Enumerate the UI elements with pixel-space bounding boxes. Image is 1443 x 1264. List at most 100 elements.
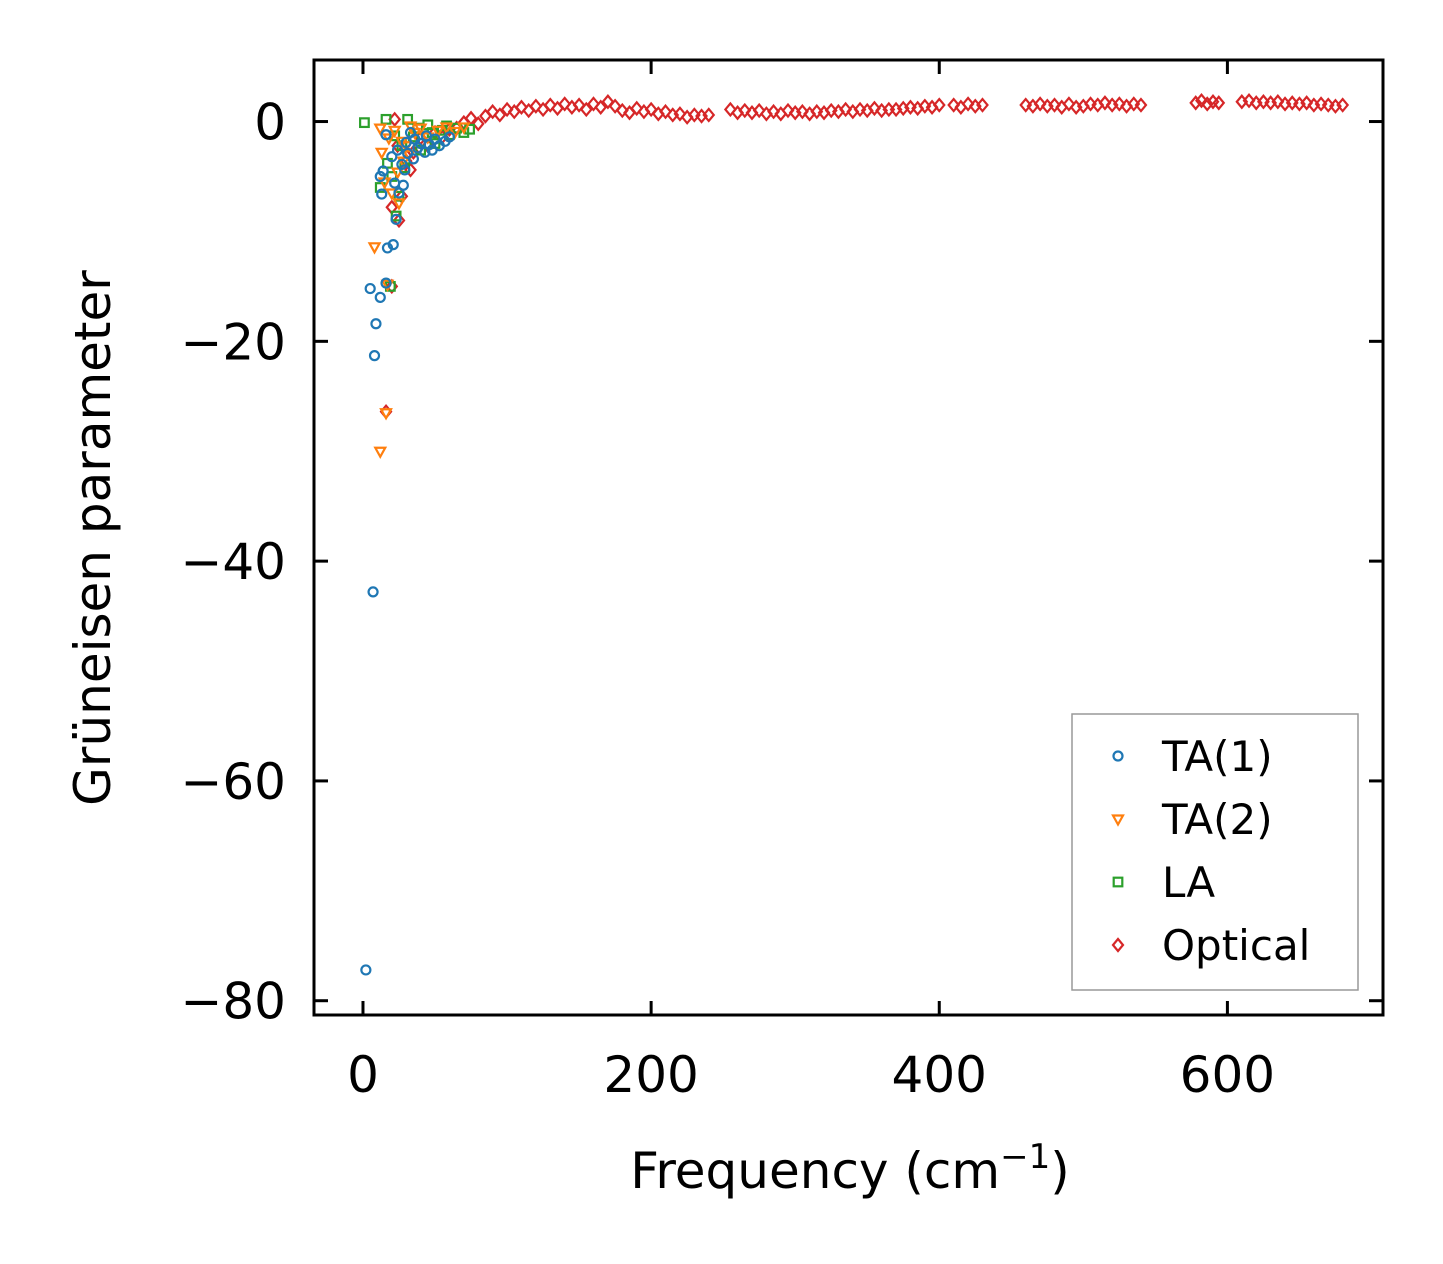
data-point [1285,95,1299,111]
data-point [368,350,381,362]
data-point [370,318,382,330]
data-point [403,121,418,134]
data-point [413,123,428,136]
legend-label: LA [1162,858,1215,907]
data-point [399,164,411,176]
legend-marker [1112,750,1124,762]
data-point [1200,96,1214,112]
data-point [420,130,432,142]
data-point [391,144,404,156]
data-point [396,158,408,171]
data-point [367,586,379,598]
x-tick-label: 600 [1180,1046,1275,1104]
data-point [723,101,737,118]
data-point [579,101,593,118]
y-axis-label: Grüneisen parameter [64,270,122,806]
data-point [687,107,701,123]
data-point [426,144,438,156]
data-point [367,242,382,255]
data-point [659,103,672,120]
legend-label: Optical [1162,921,1310,970]
data-point [601,94,615,110]
data-point [543,97,557,113]
data-point [853,101,867,118]
data-point [1242,92,1256,109]
data-point [918,98,932,114]
legend-marker [1111,814,1125,827]
data-point [373,446,388,459]
data-point [380,277,392,289]
y-tick-label: −20 [180,313,286,371]
data-point [810,103,824,120]
data-points [359,92,1350,976]
legend: TA(1) TA(2) LA Optical [1071,713,1359,991]
data-point [380,129,392,141]
x-tick-label: 200 [603,1046,698,1104]
data-point [1212,95,1226,111]
y-tick-label: 0 [254,94,286,152]
data-point [1256,94,1270,110]
data-point [1195,92,1208,109]
data-point [1019,97,1033,113]
data-point [615,102,629,119]
plot-frame [312,58,1385,1017]
data-point [397,179,409,191]
data-point [947,97,961,113]
data-point [377,165,389,177]
y-tick-label: −40 [180,533,286,591]
data-point [1300,95,1314,111]
data-point [767,103,781,120]
data-point [702,107,716,123]
data-point [1134,97,1148,113]
y-tick-label: −60 [180,753,286,811]
data-point [392,212,406,229]
data-point [387,125,402,139]
data-point [1098,95,1112,111]
data-point [1033,96,1047,112]
data-point [630,100,644,117]
x-tick-label: 0 [347,1046,379,1104]
legend-label: TA(2) [1161,795,1273,844]
data-point [392,198,406,211]
data-point [471,116,485,132]
data-point [1314,96,1328,112]
data-point [379,408,393,421]
data-point [904,99,917,115]
data-point [932,97,946,113]
data-point [493,107,507,123]
data-point [752,102,766,119]
axis-ticks: 0 200 400 600 0 −20 −40 −60 −80 [180,60,1383,1104]
data-point [374,170,386,183]
data-point [1048,97,1061,113]
data-point [558,96,572,112]
data-point [387,239,399,251]
data-point [360,964,372,976]
data-point [402,147,414,160]
data-point [1127,96,1141,112]
data-point [443,131,456,143]
data-point [404,162,417,178]
data-point [529,98,543,114]
data-point [961,96,975,112]
data-point [431,125,445,139]
data-point [673,106,687,122]
legend-marker [1111,937,1125,953]
data-point [376,188,388,200]
data-point [1321,97,1335,113]
data-point [1084,96,1097,112]
data-point [500,101,514,118]
data-point [781,102,795,119]
data-point [359,117,370,129]
series-ta-1- [360,126,456,976]
data-point [587,96,600,112]
data-point [373,123,388,136]
y-tick-label: −80 [180,973,286,1031]
legend-label: TA(1) [1161,732,1273,781]
data-point [839,101,853,118]
data-point [1336,97,1350,113]
data-point [1271,94,1285,110]
data-point [390,213,402,225]
data-point [374,147,389,161]
